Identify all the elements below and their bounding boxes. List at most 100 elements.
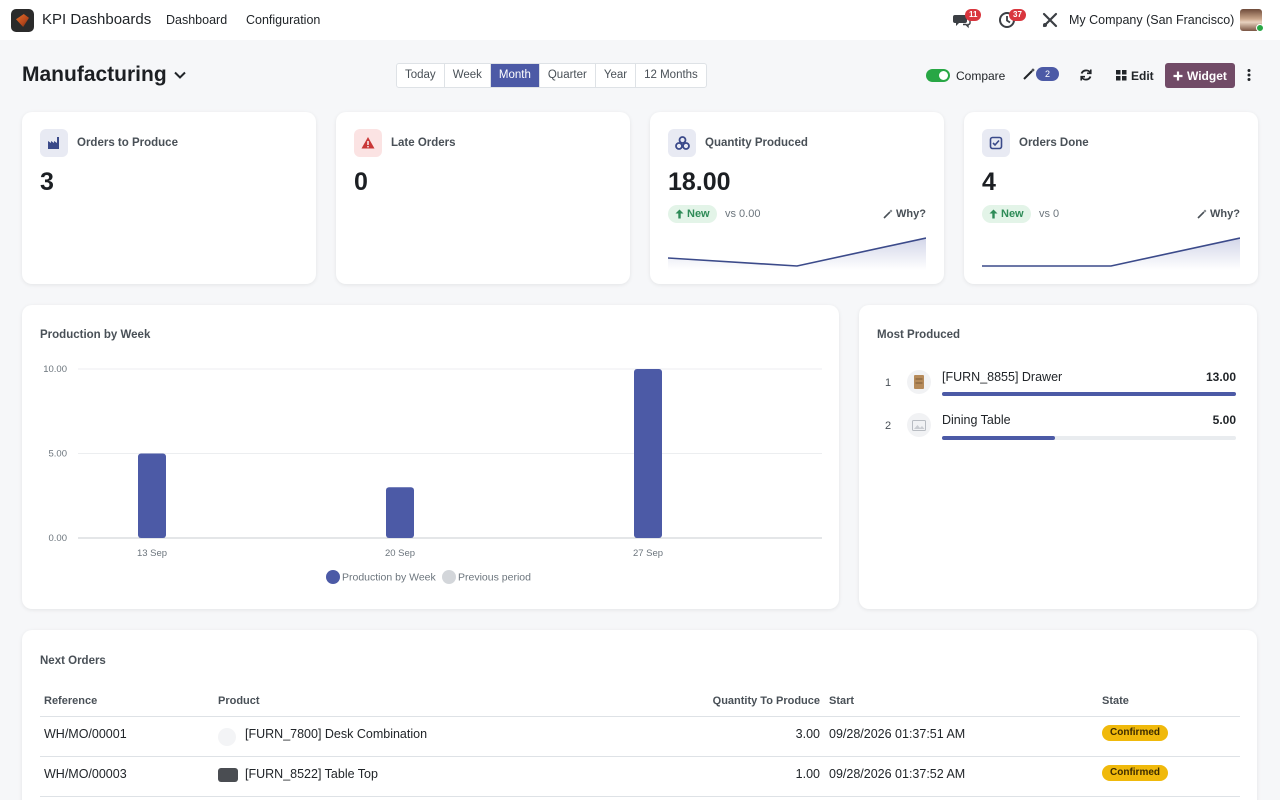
arrow-up-icon — [675, 209, 684, 219]
product-quantity: 5.00 — [1212, 413, 1236, 427]
x-tick-label: 13 Sep — [137, 548, 167, 559]
refresh-icon[interactable] — [1078, 67, 1094, 83]
kpi-card-orders-to-produce[interactable]: Orders to Produce 3 — [22, 112, 316, 284]
sparkline-chart — [668, 237, 926, 270]
period-week[interactable]: Week — [445, 64, 491, 87]
app-logo[interactable] — [11, 9, 34, 32]
x-tick-label: 27 Sep — [633, 548, 663, 559]
kpi-card-orders-done[interactable]: Orders Done 4 New vs 0 Why? — [964, 112, 1258, 284]
period-12-months[interactable]: 12 Months — [644, 69, 698, 81]
rank-number: 1 — [885, 377, 892, 389]
drawer-thumbnail-icon — [907, 370, 931, 394]
magic-wand-icon — [883, 209, 893, 219]
magic-wand-icon[interactable] — [1021, 66, 1037, 82]
period-month[interactable]: Month — [490, 64, 540, 87]
kpi-title: Orders to Produce — [77, 137, 178, 149]
product-name[interactable]: Dining Table — [942, 413, 1011, 427]
production-by-week-card: Production by Week 0.00 5.00 10.00 13 Sep 20… — [22, 305, 839, 609]
quantity-bar — [942, 436, 1236, 440]
status-badge: Confirmed — [1102, 725, 1168, 741]
app-name[interactable]: KPI Dashboards — [42, 11, 152, 28]
menu-configuration[interactable]: Configuration — [246, 13, 321, 27]
plus-icon — [1173, 71, 1183, 80]
kpi-card-late-orders[interactable]: Late Orders 0 — [336, 112, 630, 284]
table-top-thumbnail-icon — [218, 768, 238, 782]
column-header-reference[interactable]: Reference — [44, 695, 98, 707]
edit-button[interactable]: Edit — [1112, 63, 1158, 88]
period-today[interactable]: Today — [397, 64, 445, 87]
bar — [634, 369, 662, 538]
company-switcher[interactable]: My Company (San Francisco) — [1069, 13, 1235, 27]
legend-marker — [442, 570, 456, 584]
quantity-bar — [942, 392, 1236, 396]
kpi-value: 0 — [354, 168, 368, 196]
tools-icon[interactable] — [1041, 11, 1059, 29]
order-product[interactable]: [FURN_8522] Table Top — [245, 767, 378, 781]
sparkline-area — [982, 238, 1240, 270]
column-header-state[interactable]: State — [1102, 695, 1129, 707]
why-link[interactable]: Why? — [883, 208, 926, 220]
factory-icon — [40, 129, 68, 157]
delta-badge: New — [668, 205, 717, 223]
order-reference[interactable]: WH/MO/00001 — [44, 727, 127, 741]
column-header-product[interactable]: Product — [218, 695, 260, 707]
product-name[interactable]: [FURN_8855] Drawer — [942, 370, 1063, 384]
order-quantity: 3.00 — [795, 727, 820, 741]
most-produced-card: Most Produced 1 [FURN_8855] Drawer 13.00… — [859, 305, 1257, 609]
order-reference[interactable]: WH/MO/00003 — [44, 767, 127, 781]
x-tick-label: 20 Sep — [385, 548, 415, 559]
row-divider — [40, 756, 1240, 757]
kpi-card-quantity-produced[interactable]: Quantity Produced 18.00 New vs 0.00 Why? — [650, 112, 944, 284]
legend-label: Production by Week — [342, 572, 437, 584]
period-year[interactable]: Year — [596, 64, 637, 87]
order-product[interactable]: [FURN_7800] Desk Combination — [245, 727, 428, 741]
compare-toggle[interactable] — [926, 69, 950, 82]
add-widget-button[interactable]: Widget — [1165, 63, 1235, 88]
order-start: 09/28/2026 01:37:52 AM — [829, 767, 966, 781]
y-tick-label: 0.00 — [49, 533, 68, 544]
more-options-icon[interactable] — [1243, 67, 1255, 83]
activities-badge: 37 — [1009, 9, 1026, 21]
add-widget-label: Widget — [1187, 68, 1227, 83]
desk-thumbnail-icon — [218, 728, 236, 746]
legend-label: Previous period — [458, 572, 531, 584]
image-placeholder-icon — [907, 413, 931, 437]
y-tick-label: 5.00 — [49, 449, 68, 460]
vs-previous: vs 0 — [1039, 208, 1060, 220]
column-header-start[interactable]: Start — [829, 695, 855, 707]
compare-label[interactable]: Compare — [956, 69, 1006, 83]
page-title[interactable]: Manufacturing — [22, 63, 167, 86]
edit-button-label: Edit — [1131, 68, 1154, 83]
cubes-icon — [668, 129, 696, 157]
warning-icon — [354, 129, 382, 157]
status-badge: Confirmed — [1102, 765, 1168, 781]
delta-label: New — [1001, 208, 1024, 220]
order-start: 09/28/2026 01:37:51 AM — [829, 727, 966, 741]
next-orders-title: Next Orders — [40, 655, 106, 667]
product-quantity: 13.00 — [1205, 370, 1236, 384]
messages-badge: 11 — [965, 9, 982, 21]
kpi-value: 4 — [982, 168, 996, 196]
quantity-bar-fill — [942, 392, 1236, 396]
y-tick-label: 10.00 — [43, 364, 67, 375]
magic-wand-icon — [1197, 209, 1207, 219]
top-navbar: KPI Dashboards Dashboard Configuration 1… — [0, 0, 1280, 40]
sparkline-chart — [982, 237, 1240, 270]
most-produced-title: Most Produced — [877, 329, 961, 341]
rank-number: 2 — [885, 420, 892, 432]
next-orders-card: Next Orders — [22, 630, 1257, 800]
why-link[interactable]: Why? — [1197, 208, 1240, 220]
menu-dashboard[interactable]: Dashboard — [166, 13, 228, 27]
delta-badge: New — [982, 205, 1031, 223]
period-selector: Today Week Month Quarter Year 12 Months — [396, 63, 707, 88]
kpi-value: 3 — [40, 168, 54, 196]
grid-icon — [1116, 70, 1127, 81]
production-bar-chart: 0.00 5.00 10.00 13 Sep 20 Sep 27 Sep Productio… — [43, 364, 822, 584]
bar — [386, 487, 414, 538]
period-quarter[interactable]: Quarter — [540, 64, 596, 87]
kpi-value: 18.00 — [668, 168, 731, 196]
sparkline-line — [982, 237, 1240, 267]
column-header-quantity[interactable]: Quantity To Produce — [712, 695, 820, 707]
quantity-bar-fill — [942, 436, 1056, 440]
chevron-down-icon[interactable] — [173, 68, 187, 82]
